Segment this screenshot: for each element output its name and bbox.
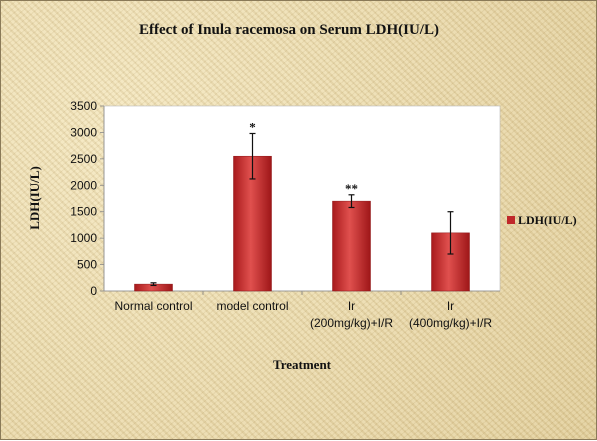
legend-label: LDH(IU/L) [518,213,577,227]
x-tick-label: model control [216,299,288,313]
x-tick-label-line: model control [216,299,288,313]
chart-title: Effect of Inula racemosa on Serum LDH(IU… [139,22,439,38]
significance-label: ** [345,181,358,196]
legend-swatch [507,216,515,224]
x-tick-label: Normal control [114,299,192,313]
x-axis-label: Treatment [273,357,332,372]
legend: LDH(IU/L) [507,213,577,227]
y-axis-label: LDH(IU/L) [27,166,42,230]
y-tick-label: 1500 [70,205,97,219]
y-tick-label: 3000 [70,125,97,139]
x-tick-label-line: Normal control [114,299,192,313]
y-tick-label: 2500 [70,152,97,166]
x-tick-label-line: (400mg/kg)+I/R [409,316,492,330]
y-tick-label: 1000 [70,231,97,245]
x-tick-labels: Normal control model control Ir (200mg/kg)+… [114,299,492,330]
y-tick-label: 0 [90,284,97,298]
x-tick-label: Ir (200mg/kg)+I/R [310,299,393,330]
x-tick-label: Ir (400mg/kg)+I/R [409,299,492,330]
significance-label: * [249,119,256,134]
x-tick-label-line: Ir [348,299,355,313]
x-tick-label-line: Ir [447,299,454,313]
y-tick-label: 2000 [70,178,97,192]
x-tick-label-line: (200mg/kg)+I/R [310,316,393,330]
y-tick-label: 3500 [70,99,97,113]
y-tick-label: 500 [77,258,97,272]
bar [332,200,371,292]
bars: *** [134,119,470,292]
